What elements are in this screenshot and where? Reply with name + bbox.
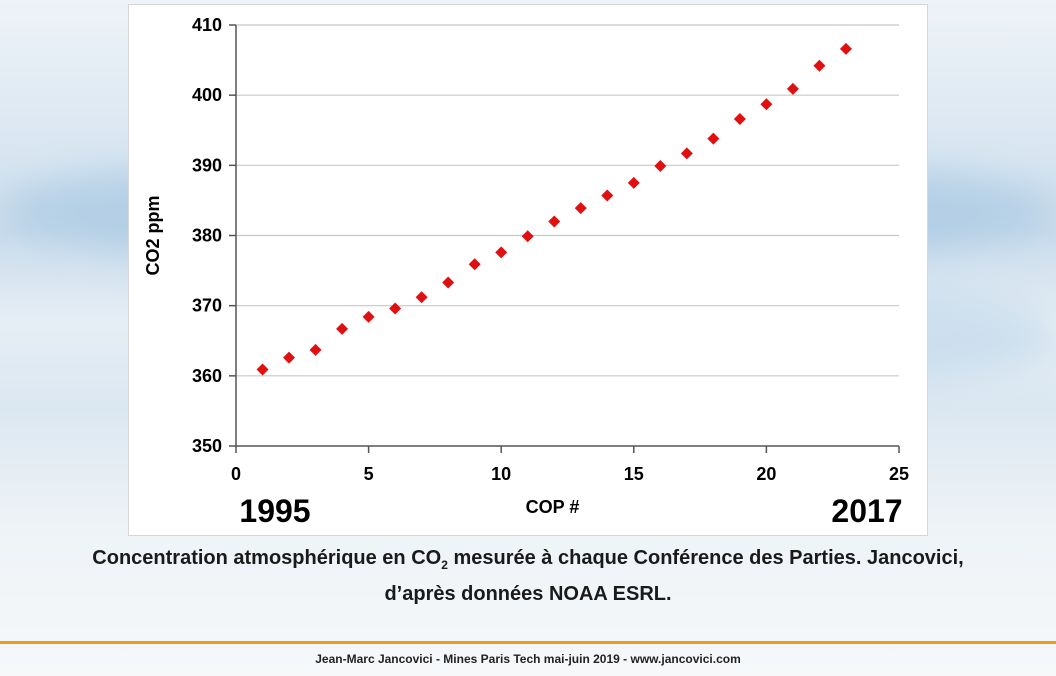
tick-labels: 350 360 370 380 390 400 410 0 5 10 15 20 25 bbox=[192, 15, 909, 484]
data-point bbox=[495, 246, 508, 259]
x-tick-label: 20 bbox=[756, 464, 776, 484]
data-point bbox=[442, 276, 455, 289]
footer-credit: Jean-Marc Jancovici - Mines Paris Tech m… bbox=[315, 652, 741, 666]
y-tick-label: 400 bbox=[192, 85, 222, 105]
data-points bbox=[256, 42, 852, 376]
y-tick-label: 350 bbox=[192, 436, 222, 456]
x-tick-label: 0 bbox=[231, 464, 241, 484]
x-tick-label: 25 bbox=[889, 464, 909, 484]
data-point bbox=[256, 363, 269, 376]
data-point bbox=[760, 98, 773, 111]
data-point bbox=[601, 189, 614, 202]
data-point bbox=[786, 82, 799, 95]
y-tick-label: 380 bbox=[192, 226, 222, 246]
data-point bbox=[362, 310, 375, 323]
data-point bbox=[813, 59, 826, 72]
y-axis-title: CO2 ppm bbox=[143, 195, 163, 275]
data-point bbox=[389, 302, 402, 315]
data-point bbox=[415, 291, 428, 304]
data-point bbox=[574, 202, 587, 215]
caption-line1-start: Concentration atmosphérique en CO bbox=[92, 547, 442, 569]
data-point bbox=[521, 230, 534, 243]
x-tick-label: 15 bbox=[624, 464, 644, 484]
data-point bbox=[654, 160, 667, 173]
y-tick-label: 410 bbox=[192, 15, 222, 35]
caption-line2: d’après données NOAA ESRL. bbox=[384, 583, 672, 605]
y-tick-label: 390 bbox=[192, 155, 222, 175]
caption-line1-end: mesurée à chaque Conférence des Parties.… bbox=[447, 547, 964, 569]
footer-divider bbox=[0, 641, 1056, 644]
data-point bbox=[627, 176, 640, 189]
chart-panel: 350 360 370 380 390 400 410 0 5 10 15 20 25 CO2 ppm … bbox=[128, 4, 928, 536]
figure-caption: Concentration atmosphérique en CO2 mesur… bbox=[0, 544, 1056, 609]
data-point bbox=[468, 258, 481, 271]
data-point bbox=[548, 215, 561, 228]
data-point bbox=[309, 343, 322, 356]
data-point bbox=[839, 42, 852, 55]
caption-subscript: 2 bbox=[441, 558, 448, 572]
data-point bbox=[707, 132, 720, 145]
x-tick-label: 10 bbox=[491, 464, 511, 484]
data-point bbox=[336, 322, 349, 335]
data-point bbox=[680, 147, 693, 160]
y-tick-label: 370 bbox=[192, 296, 222, 316]
gridlines bbox=[236, 24, 899, 377]
data-point bbox=[283, 351, 296, 364]
end-year-annotation: 2017 bbox=[831, 493, 902, 529]
x-tick-label: 5 bbox=[364, 464, 374, 484]
x-axis-title: COP # bbox=[526, 497, 580, 517]
data-point bbox=[733, 113, 746, 126]
axes bbox=[229, 24, 900, 453]
start-year-annotation: 1995 bbox=[239, 493, 310, 529]
y-tick-label: 360 bbox=[192, 366, 222, 386]
